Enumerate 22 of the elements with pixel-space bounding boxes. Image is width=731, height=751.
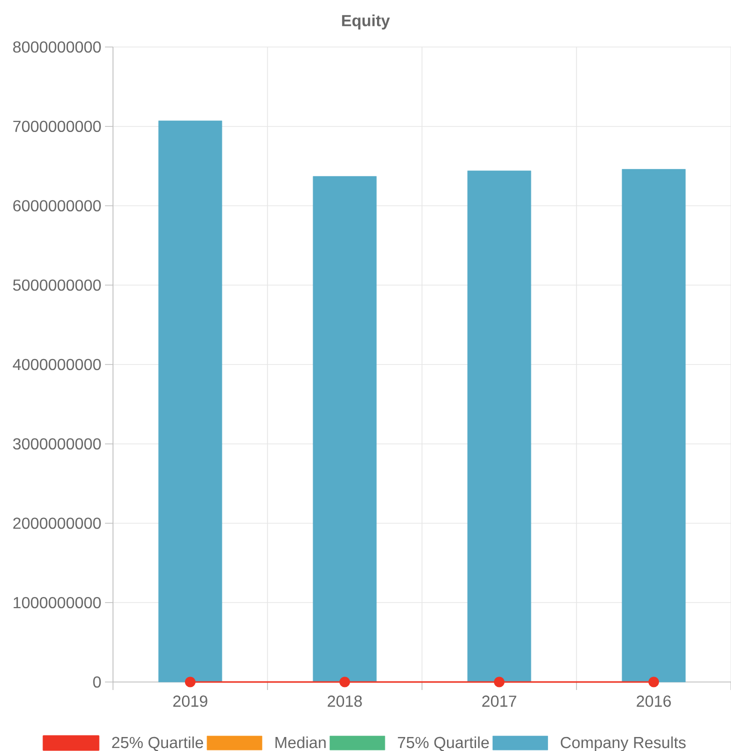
x-tick-label: 2016 (636, 696, 671, 707)
y-tick-label: 1000000000 (14, 596, 101, 608)
x-tick-label: 2019 (173, 696, 208, 707)
y-tick-label: 0 (93, 676, 101, 688)
y-tick-label: 2000000000 (13, 518, 101, 529)
y-tick-label: 4000000000 (12, 358, 101, 370)
legend-label: Median (276, 736, 326, 748)
bar (158, 120, 222, 682)
x-tick-label: 2018 (328, 696, 362, 707)
bar (312, 176, 377, 682)
bar (467, 170, 532, 682)
y-tick-label: 6000000000 (13, 200, 101, 212)
bar (622, 169, 686, 682)
y-tick-label: 8000000000 (13, 41, 101, 53)
chart-title: Equity (342, 14, 390, 30)
legend-label: 25% Quartile (112, 736, 204, 751)
y-tick-label: 3000000000 (13, 438, 101, 450)
legend-label: 75% Quartile (398, 736, 489, 751)
x-tick-label: 2017 (482, 696, 516, 707)
y-tick-label: 7000000000 (13, 120, 101, 132)
y-tick-label: 5000000000 (13, 279, 101, 291)
legend-label: Company Results (560, 736, 686, 751)
